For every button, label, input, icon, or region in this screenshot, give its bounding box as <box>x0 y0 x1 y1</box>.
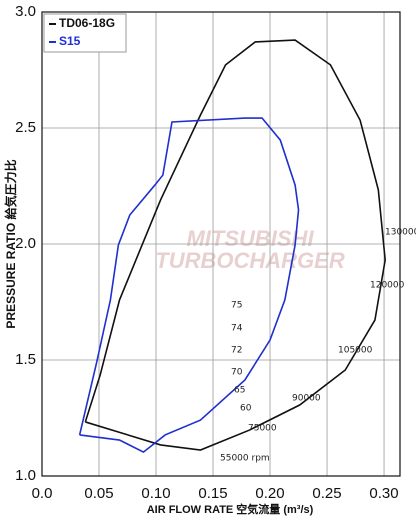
efficiency-label: 74 <box>231 324 243 334</box>
speed-label: 90000 <box>292 394 321 404</box>
speed-label: 130000 <box>385 228 416 238</box>
legend-box <box>43 13 127 53</box>
x-axis-label: AIR FLOW RATE 空気流量 (m³/s) <box>147 502 314 516</box>
series-line <box>84 39 386 451</box>
speed-label: 55000 rpm <box>220 454 270 464</box>
efficiency-label: 65 <box>234 386 245 396</box>
efficiency-label: 72 <box>231 346 242 356</box>
legend-label: S15 <box>59 34 81 48</box>
y-axis-label: PRESSURE RATIO 給気圧力比 <box>3 159 18 328</box>
y-tick-label: 2.5 <box>15 119 36 136</box>
speed-label: 75000 <box>248 424 277 434</box>
speed-label: 120000 <box>370 281 405 291</box>
x-tick-label: 0.25 <box>312 485 341 502</box>
x-tick-label: 0.30 <box>369 485 398 502</box>
plot-frame <box>41 11 401 477</box>
efficiency-label: 60 <box>240 404 252 414</box>
y-tick-label: 1.5 <box>15 351 36 368</box>
watermark: TURBOCHARGER <box>155 248 345 273</box>
watermark: MITSUBISHI <box>186 226 314 251</box>
speed-label: 105000 <box>338 346 373 356</box>
x-tick-label: 0.10 <box>141 485 170 502</box>
x-tick-label: 0.0 <box>32 485 53 502</box>
x-tick-label: 0.20 <box>255 485 284 502</box>
y-tick-label: 2.0 <box>15 235 36 252</box>
y-tick-label: 1.0 <box>15 467 36 484</box>
efficiency-label: 70 <box>231 368 243 378</box>
x-tick-label: 0.15 <box>198 485 227 502</box>
series-line <box>78 117 300 454</box>
y-tick-label: 3.0 <box>15 3 36 20</box>
legend-label: TD06-18G <box>59 16 115 30</box>
efficiency-label: 75 <box>231 301 242 311</box>
x-tick-label: 0.05 <box>84 485 113 502</box>
